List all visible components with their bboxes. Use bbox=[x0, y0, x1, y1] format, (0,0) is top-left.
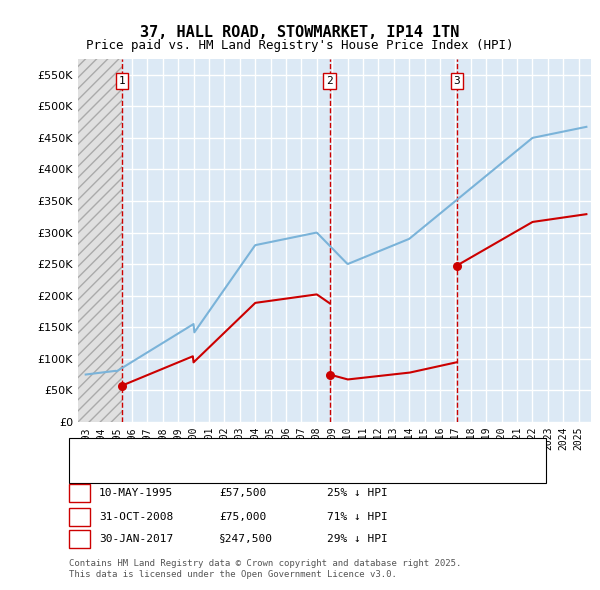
Text: 1: 1 bbox=[119, 76, 125, 86]
Text: 2: 2 bbox=[76, 512, 83, 522]
Text: 29% ↓ HPI: 29% ↓ HPI bbox=[327, 535, 388, 544]
Text: §247,500: §247,500 bbox=[219, 535, 273, 544]
Text: 10-MAY-1995: 10-MAY-1995 bbox=[99, 489, 173, 498]
Text: 31-OCT-2008: 31-OCT-2008 bbox=[99, 512, 173, 522]
Text: 30-JAN-2017: 30-JAN-2017 bbox=[99, 535, 173, 544]
Text: 37, HALL ROAD, STOWMARKET, IP14 1TN: 37, HALL ROAD, STOWMARKET, IP14 1TN bbox=[140, 25, 460, 40]
Text: 3: 3 bbox=[76, 535, 83, 544]
Text: 1: 1 bbox=[76, 489, 83, 498]
Text: HPI: Average price, detached house, Mid Suffolk: HPI: Average price, detached house, Mid … bbox=[116, 465, 410, 474]
Text: £75,000: £75,000 bbox=[219, 512, 266, 522]
Text: 25% ↓ HPI: 25% ↓ HPI bbox=[327, 489, 388, 498]
Text: £57,500: £57,500 bbox=[219, 489, 266, 498]
Text: 37, HALL ROAD, STOWMARKET, IP14 1TN (detached house): 37, HALL ROAD, STOWMARKET, IP14 1TN (det… bbox=[116, 446, 441, 455]
Text: Contains HM Land Registry data © Crown copyright and database right 2025.
This d: Contains HM Land Registry data © Crown c… bbox=[69, 559, 461, 579]
Point bbox=[325, 370, 334, 379]
Bar bbox=[78, 59, 122, 422]
Text: Price paid vs. HM Land Registry's House Price Index (HPI): Price paid vs. HM Land Registry's House … bbox=[86, 39, 514, 52]
Text: 71% ↓ HPI: 71% ↓ HPI bbox=[327, 512, 388, 522]
Text: 2: 2 bbox=[326, 76, 333, 86]
Point bbox=[117, 381, 127, 391]
Text: 3: 3 bbox=[453, 76, 460, 86]
Point bbox=[452, 261, 461, 270]
